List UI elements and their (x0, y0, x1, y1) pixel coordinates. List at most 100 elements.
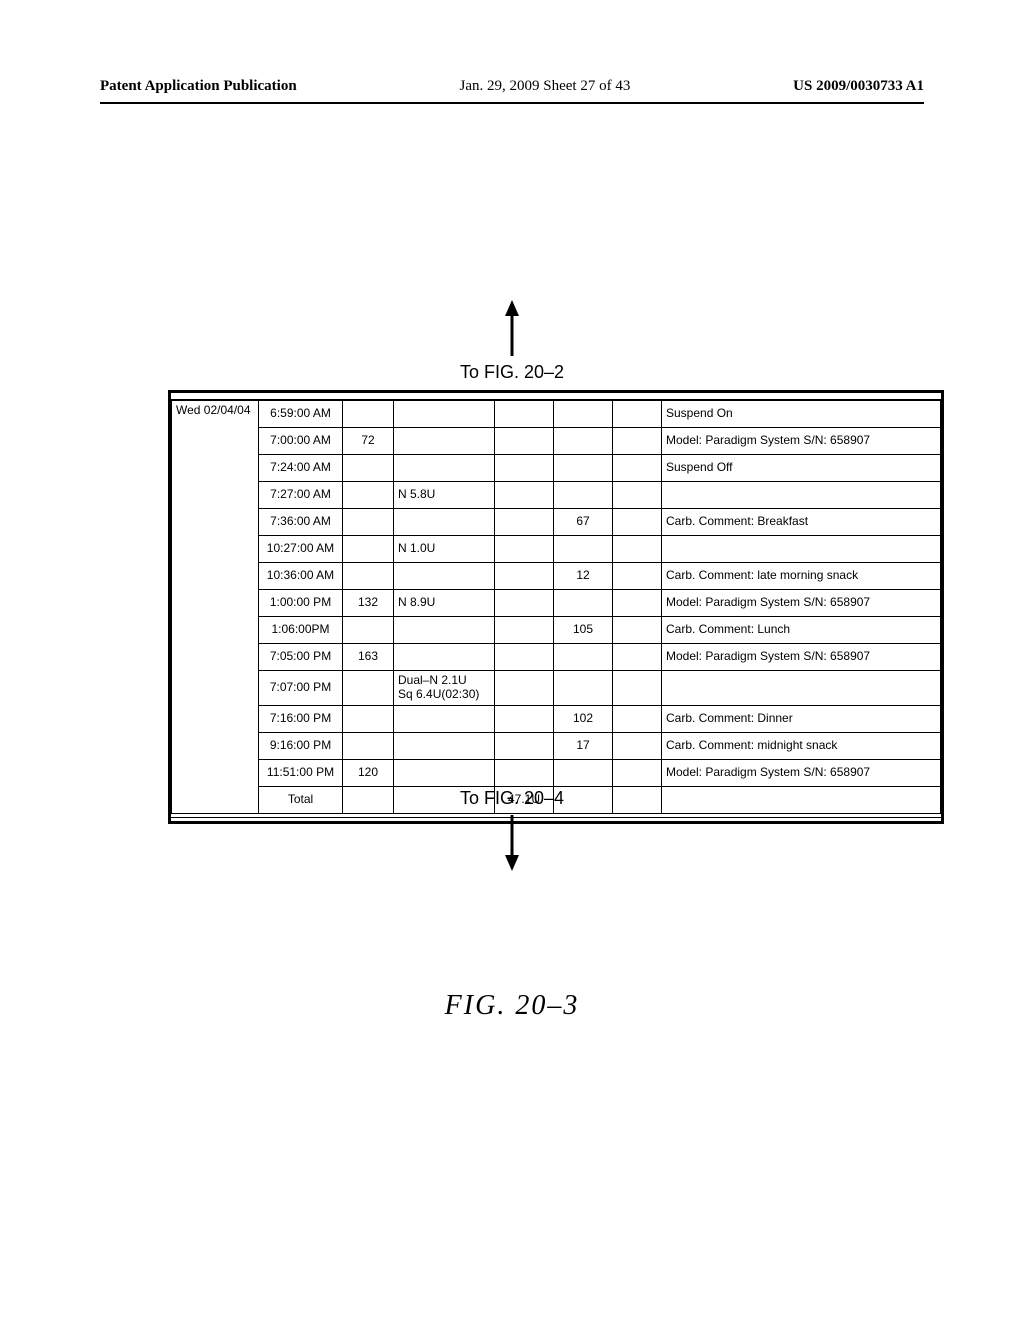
cell-time: 7:24:00 AM (259, 455, 343, 482)
cell-col3 (343, 617, 394, 644)
table-row: 7:24:00 AM Suspend Off (172, 455, 941, 482)
cell-col4: Dual–N 2.1USq 6.4U(02:30) (394, 671, 495, 706)
cell-col4 (394, 644, 495, 671)
cell-desc (662, 786, 941, 813)
cell-col3 (343, 455, 394, 482)
cell-col3: 132 (343, 590, 394, 617)
cell-col5 (495, 759, 554, 786)
cell-desc: Model: Paradigm System S/N: 658907 (662, 759, 941, 786)
cell-desc: Model: Paradigm System S/N: 658907 (662, 590, 941, 617)
cell-col3 (343, 732, 394, 759)
cell-col5 (495, 705, 554, 732)
cell-desc: Carb. Comment: Lunch (662, 617, 941, 644)
cell-time: 7:07:00 PM (259, 671, 343, 706)
cell-col5 (495, 455, 554, 482)
arrow-down-icon (505, 855, 519, 871)
cell-desc (662, 482, 941, 509)
table-row: 7:27:00 AM N 5.8U (172, 482, 941, 509)
table-row: 9:16:00 PM 17 Carb. Comment: midnight snac… (172, 732, 941, 759)
cell-col4 (394, 617, 495, 644)
cell-col7 (613, 759, 662, 786)
cell-col3: 72 (343, 428, 394, 455)
cell-col5 (495, 482, 554, 509)
cell-time: 7:27:00 AM (259, 482, 343, 509)
cell-time: 10:27:00 AM (259, 536, 343, 563)
cell-col6 (554, 759, 613, 786)
cell-col7 (613, 428, 662, 455)
cell-col6 (554, 671, 613, 706)
header-mid: Jan. 29, 2009 Sheet 27 of 43 (460, 78, 631, 95)
cell-col7 (613, 644, 662, 671)
cell-col3: 120 (343, 759, 394, 786)
arrow-up-stem (511, 316, 514, 356)
cell-col4 (394, 563, 495, 590)
table-row: 7:16:00 PM102Carb. Comment: Dinner (172, 705, 941, 732)
cell-time: 9:16:00 PM (259, 732, 343, 759)
cell-col7 (613, 536, 662, 563)
cell-col3 (343, 705, 394, 732)
cell-col3: 163 (343, 644, 394, 671)
cell-desc: Model: Paradigm System S/N: 658907 (662, 644, 941, 671)
cell-col5 (495, 428, 554, 455)
header-left: Patent Application Publication (100, 78, 297, 95)
cell-col5 (495, 671, 554, 706)
cell-col7 (613, 482, 662, 509)
cell-desc (662, 536, 941, 563)
page: Patent Application Publication Jan. 29, … (0, 0, 1024, 1320)
cell-col5 (495, 563, 554, 590)
table-row: 11:51:00 PM120 Model: Paradigm System S/N… (172, 759, 941, 786)
cell-col7 (613, 401, 662, 428)
cell-time: 1:00:00 PM (259, 590, 343, 617)
cell-col6: 17 (554, 732, 613, 759)
cell-col5 (495, 401, 554, 428)
cell-time: 7:05:00 PM (259, 644, 343, 671)
cell-col4 (394, 732, 495, 759)
cell-desc: Suspend Off (662, 455, 941, 482)
cell-time: 11:51:00 PM (259, 759, 343, 786)
ref-top-label: To FIG. 20–2 (460, 362, 564, 383)
cell-time: 7:00:00 AM (259, 428, 343, 455)
table-row: 1:00:00 PM132N 8.9U Model: Paradigm Syste… (172, 590, 941, 617)
cell-time: Total (259, 786, 343, 813)
cell-col4 (394, 428, 495, 455)
cell-col6: 105 (554, 617, 613, 644)
table-row: 7:05:00 PM163 Model: Paradigm System S/N:… (172, 644, 941, 671)
cell-col3 (343, 401, 394, 428)
cell-col3 (343, 482, 394, 509)
table-row: 7:00:00 AM72 Model: Paradigm System S/N: … (172, 428, 941, 455)
cell-col5 (495, 509, 554, 536)
table-row: 7:07:00 PM Dual–N 2.1USq 6.4U(02:30) (172, 671, 941, 706)
cell-col6 (554, 455, 613, 482)
figure-label: FIG. 20–3 (445, 990, 580, 1022)
cell-col4: N 1.0U (394, 536, 495, 563)
table-row: 7:36:00 AM67Carb. Comment: Breakfast (172, 509, 941, 536)
cell-col3 (343, 563, 394, 590)
cell-desc: Model: Paradigm System S/N: 658907 (662, 428, 941, 455)
cell-col4 (394, 509, 495, 536)
cell-col4: N 8.9U (394, 590, 495, 617)
cell-col5 (495, 536, 554, 563)
cell-col6: 12 (554, 563, 613, 590)
arrow-down-stem (511, 815, 514, 855)
data-table: Wed 02/04/046:59:00 AMSuspend On7:00:00 … (171, 400, 941, 814)
table-row: 1:06:00PM105Carb. Comment: Lunch (172, 617, 941, 644)
cell-date: Wed 02/04/04 (172, 401, 259, 814)
cell-col7 (613, 617, 662, 644)
header-right: US 2009/0030733 A1 (793, 78, 924, 95)
cell-desc: Carb. Comment: midnight snack (662, 732, 941, 759)
cell-desc: Suspend On (662, 401, 941, 428)
cell-col5 (495, 617, 554, 644)
cell-time: 6:59:00 AM (259, 401, 343, 428)
cell-col7 (613, 455, 662, 482)
cell-col5 (495, 590, 554, 617)
cell-col3 (343, 671, 394, 706)
cell-time: 7:16:00 PM (259, 705, 343, 732)
cell-col3 (343, 786, 394, 813)
cell-desc: Carb. Comment: Breakfast (662, 509, 941, 536)
cell-col4: N 5.8U (394, 482, 495, 509)
cell-col4 (394, 401, 495, 428)
page-header: Patent Application Publication Jan. 29, … (100, 78, 924, 95)
cell-desc (662, 671, 941, 706)
cell-col7 (613, 732, 662, 759)
cell-col4 (394, 455, 495, 482)
